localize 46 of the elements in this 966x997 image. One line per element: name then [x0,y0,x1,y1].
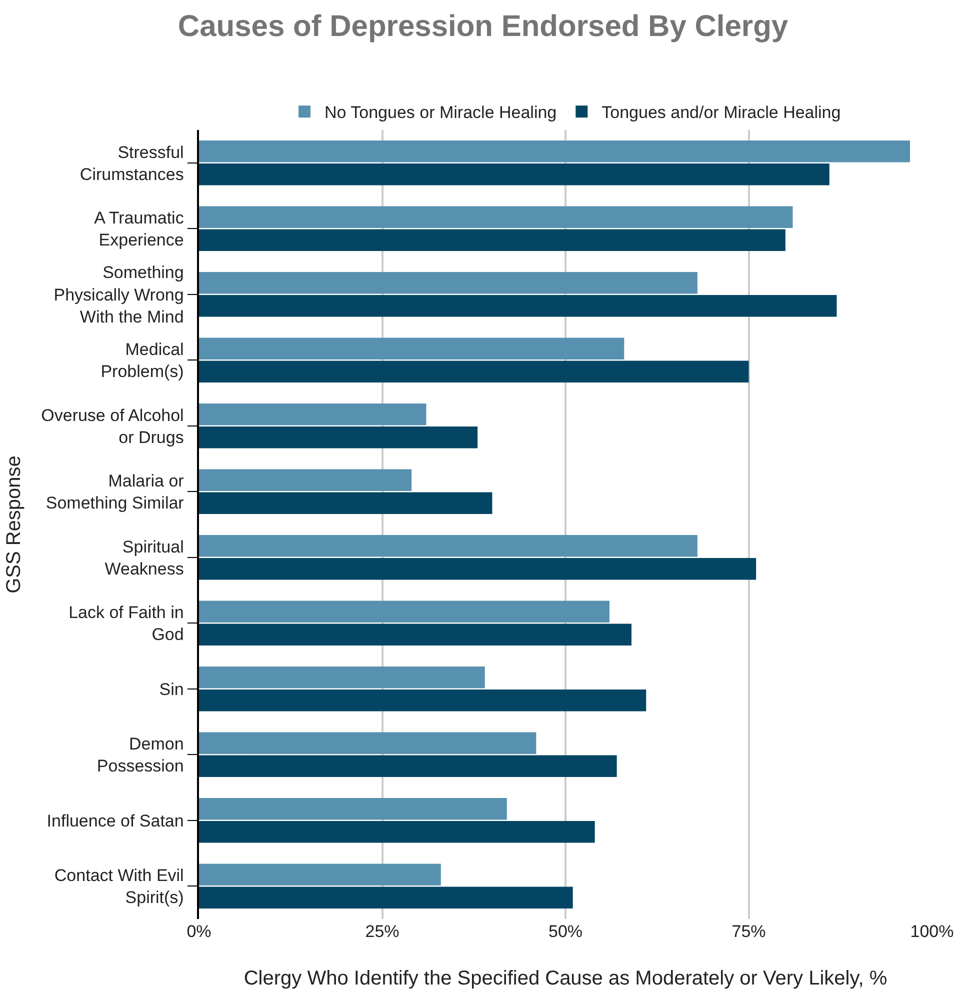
bar [199,864,441,886]
y-tick-label: Medical Problem(s) [100,340,184,382]
bar [199,469,412,492]
bar [199,732,536,754]
y-tick-label: Demon Possession [96,734,184,776]
bar [199,886,573,909]
bar [199,689,646,712]
bar [199,272,698,294]
x-tick-label: 75% [732,922,766,941]
bar [199,820,595,843]
y-tick-label: Malaria or Something Similar [46,472,184,513]
y-tick-label: Spiritual Weakness [104,537,184,578]
x-tick-label: 50% [548,922,583,941]
x-tick-label: 0% [186,922,212,941]
x-tick-label: 25% [365,922,400,941]
bar [199,338,624,360]
bar [199,666,485,688]
y-tick-label: Lack of Faith in God [68,603,184,644]
bar [199,558,756,580]
y-tick-label: Something Physically Wrong With the Mind [54,263,184,326]
legend-label: Tongues and/or Miracle Healing [602,103,841,122]
bar [199,755,617,778]
bar [199,403,426,426]
x-axis-title: Clergy Who Identify the Specified Cause as Moderately or Very Likely, % [244,968,888,990]
y-tick-label: Influence of Satan [46,811,184,830]
bar [199,534,698,557]
y-tick-label: Sin [159,680,184,699]
x-tick-label: 100% [910,922,954,941]
bar [199,294,837,317]
y-tick-label: Stressful Cirumstances [80,142,184,184]
bar [199,163,830,186]
bar [199,624,632,646]
bar [199,492,492,514]
bar [199,798,507,820]
y-tick-label: A Traumatic Experience [94,208,184,250]
y-tick-label: Contact With Evil Spirit(s) [54,866,184,908]
bar [199,206,793,228]
y-tick-label: Overuse of Alcohol or Drugs [41,406,184,447]
chart-title: Causes of Depression Endorsed By Clergy [178,10,788,43]
bar [199,360,749,383]
bar [199,140,910,162]
legend-label: No Tongues or Miracle Healing [324,103,557,122]
bar [199,426,478,448]
y-axis-title: GSS Response [3,456,26,594]
bar [199,600,610,623]
bar [199,229,786,252]
